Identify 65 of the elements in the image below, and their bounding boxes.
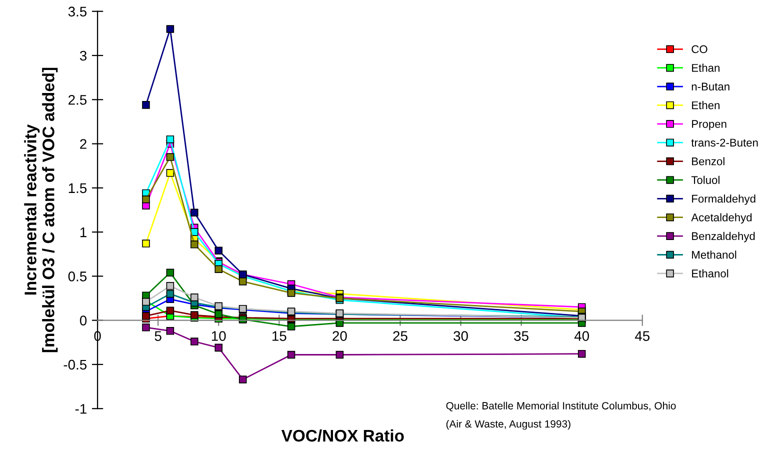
point (190, 293, 198, 302)
point (287, 350, 296, 359)
legend-label: Ethan (692, 64, 720, 72)
legend-label: Methanol (692, 250, 736, 259)
point (214, 246, 222, 254)
y-tick-label: 2.5 (68, 94, 87, 105)
legend-label: Propen (692, 120, 726, 130)
legend-label: CO (692, 45, 708, 54)
y-tick-label: 1 (80, 228, 86, 238)
point (214, 344, 222, 352)
point (166, 169, 174, 177)
x-tick-label: 20 (332, 331, 347, 341)
y-tick-label: 0 (80, 316, 87, 326)
point (142, 195, 150, 204)
legend-label: Ethen (692, 101, 720, 110)
point (190, 338, 198, 346)
x-tick-label: 25 (393, 331, 408, 341)
point (166, 327, 174, 335)
x-tick-label: 30 (454, 331, 468, 341)
point (214, 265, 222, 274)
x-tick-label: 40 (574, 331, 590, 341)
annotation: Quelle: Batelle Memorial Institute Columbus, Ohio (446, 402, 676, 412)
point (142, 240, 150, 248)
y-tick-label: 3 (80, 50, 87, 61)
point (190, 240, 198, 248)
legend-label: Acetaldehyd (691, 213, 752, 224)
point (238, 376, 247, 384)
y-tick-label: 0.5 (68, 272, 87, 282)
text: (Air & Waste, August 1993) (446, 420, 570, 430)
point (287, 322, 296, 330)
point (336, 350, 344, 359)
legend-label: Formaldehyd (692, 194, 756, 205)
point (142, 312, 150, 320)
x-tick-label: 5 (154, 331, 162, 341)
x-axis-title: VOC/NOX Ratio (281, 429, 404, 442)
point (238, 278, 247, 286)
legend-label: Ethanol (692, 269, 728, 278)
legend-label: Benzaldehyd (692, 232, 755, 242)
y-tick-label: 3.5 (68, 6, 87, 17)
y-tick-label: 2 (80, 139, 86, 149)
point (190, 208, 198, 217)
legend-label: Toluol (691, 176, 720, 184)
x-tick-label: 35 (514, 331, 528, 341)
point (142, 101, 150, 109)
point (166, 306, 174, 315)
y-axis-title: Incremental reactivity [molekül O3 / C atom of VOC added] (24, 68, 58, 352)
point (166, 153, 174, 161)
legend-label: n-Butan (692, 82, 730, 91)
legend-label: Benzol (692, 157, 724, 166)
x-tick-label: 15 (272, 331, 286, 341)
point (214, 310, 222, 318)
point (142, 323, 150, 332)
y-tick-label: -0.5 (64, 360, 87, 370)
legend-label: trans-2-Buten (691, 138, 758, 147)
y-tick-label: -1 (75, 404, 86, 414)
point (166, 282, 174, 290)
point (166, 268, 174, 277)
x-tick-label: 10 (212, 331, 226, 341)
point (166, 290, 174, 298)
point (166, 135, 174, 144)
x-tick-label: 45 (634, 331, 650, 341)
point (578, 350, 586, 358)
point (166, 25, 174, 33)
point (190, 228, 198, 236)
y-tick-label: 1.5 (68, 183, 87, 194)
